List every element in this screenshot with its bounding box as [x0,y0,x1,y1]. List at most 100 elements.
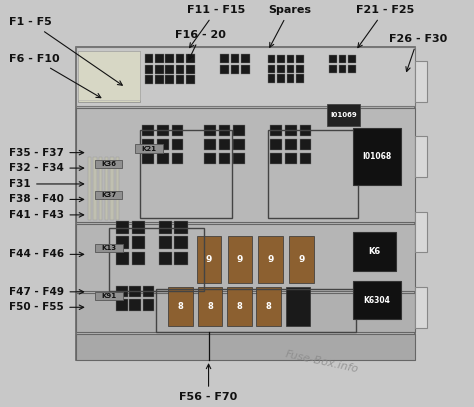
Bar [174,236,188,249]
Bar [287,74,294,83]
Bar [329,55,337,63]
Bar [165,65,174,74]
Bar [132,252,145,265]
Bar [142,139,154,150]
Bar [241,65,250,74]
Bar [132,221,145,234]
Bar [186,65,195,74]
Bar [95,292,123,300]
Bar [93,157,97,220]
Bar [233,139,245,150]
Bar [270,139,282,150]
Bar [142,125,154,136]
Bar [268,130,358,218]
Bar [353,232,396,271]
Bar [220,54,229,63]
Text: 9: 9 [237,255,243,264]
Bar [116,236,129,249]
Bar [99,157,102,220]
Text: F56 - F70: F56 - F70 [180,364,237,402]
Bar [116,252,129,265]
Bar [415,136,427,177]
Bar [277,74,285,83]
Bar [270,125,282,136]
Bar [219,139,230,150]
Bar [135,144,163,153]
Bar [105,157,108,220]
Bar [159,221,172,234]
Bar [129,299,141,311]
Bar [300,125,311,136]
Bar [172,125,183,136]
Bar [142,153,154,164]
Text: F47 - F49: F47 - F49 [9,287,84,297]
Bar [140,130,232,218]
Text: Fuse-Box.info: Fuse-Box.info [285,350,360,375]
Bar [116,157,119,220]
Bar [132,236,145,249]
Bar [285,139,297,150]
Bar [76,334,415,360]
Bar [329,65,337,73]
Bar [219,153,230,164]
Text: K6: K6 [368,247,381,256]
Bar [172,153,183,164]
Bar [268,65,275,73]
Bar [155,65,164,74]
Bar [198,287,222,326]
Bar [256,287,281,326]
Bar [145,54,153,63]
Bar [116,299,128,311]
Text: F26 - F30: F26 - F30 [389,34,447,72]
Bar [176,54,184,63]
Bar [296,65,304,73]
Text: F21 - F25: F21 - F25 [356,5,414,48]
Bar [155,54,164,63]
Bar [277,55,285,63]
Bar [129,286,141,297]
Bar [353,128,401,185]
Bar [116,221,129,234]
Bar [204,125,216,136]
Bar [287,55,294,63]
Bar [168,287,193,326]
Bar [78,51,140,100]
Text: 9: 9 [298,255,305,264]
Bar [296,55,304,63]
Text: F50 - F55: F50 - F55 [9,302,84,312]
Bar [76,47,415,360]
Text: I01069: I01069 [330,112,357,118]
Bar [300,139,311,150]
Text: K37: K37 [101,193,116,198]
Bar [348,55,356,63]
Bar [415,212,427,252]
Bar [165,75,174,84]
Text: 8: 8 [237,302,242,311]
Bar [348,65,356,73]
Bar [186,75,195,84]
Bar [157,153,169,164]
Text: F41 - F43: F41 - F43 [9,210,84,220]
Bar [285,153,297,164]
Bar [78,51,140,102]
Text: 8: 8 [207,302,213,311]
Bar [415,61,427,102]
Bar [286,287,310,326]
Bar [285,125,297,136]
Bar [76,47,415,106]
Text: F32 - F34: F32 - F34 [9,163,84,173]
Bar [186,54,195,63]
Bar [174,221,188,234]
Bar [145,75,153,84]
Bar [204,153,216,164]
Text: K21: K21 [141,146,156,151]
Text: 8: 8 [178,302,183,311]
Bar [289,236,314,283]
Bar [95,160,122,168]
Bar [165,54,174,63]
Bar [270,153,282,164]
Text: F38 - F40: F38 - F40 [9,195,84,204]
Bar [204,139,216,150]
Bar [258,236,283,283]
Bar [233,125,245,136]
